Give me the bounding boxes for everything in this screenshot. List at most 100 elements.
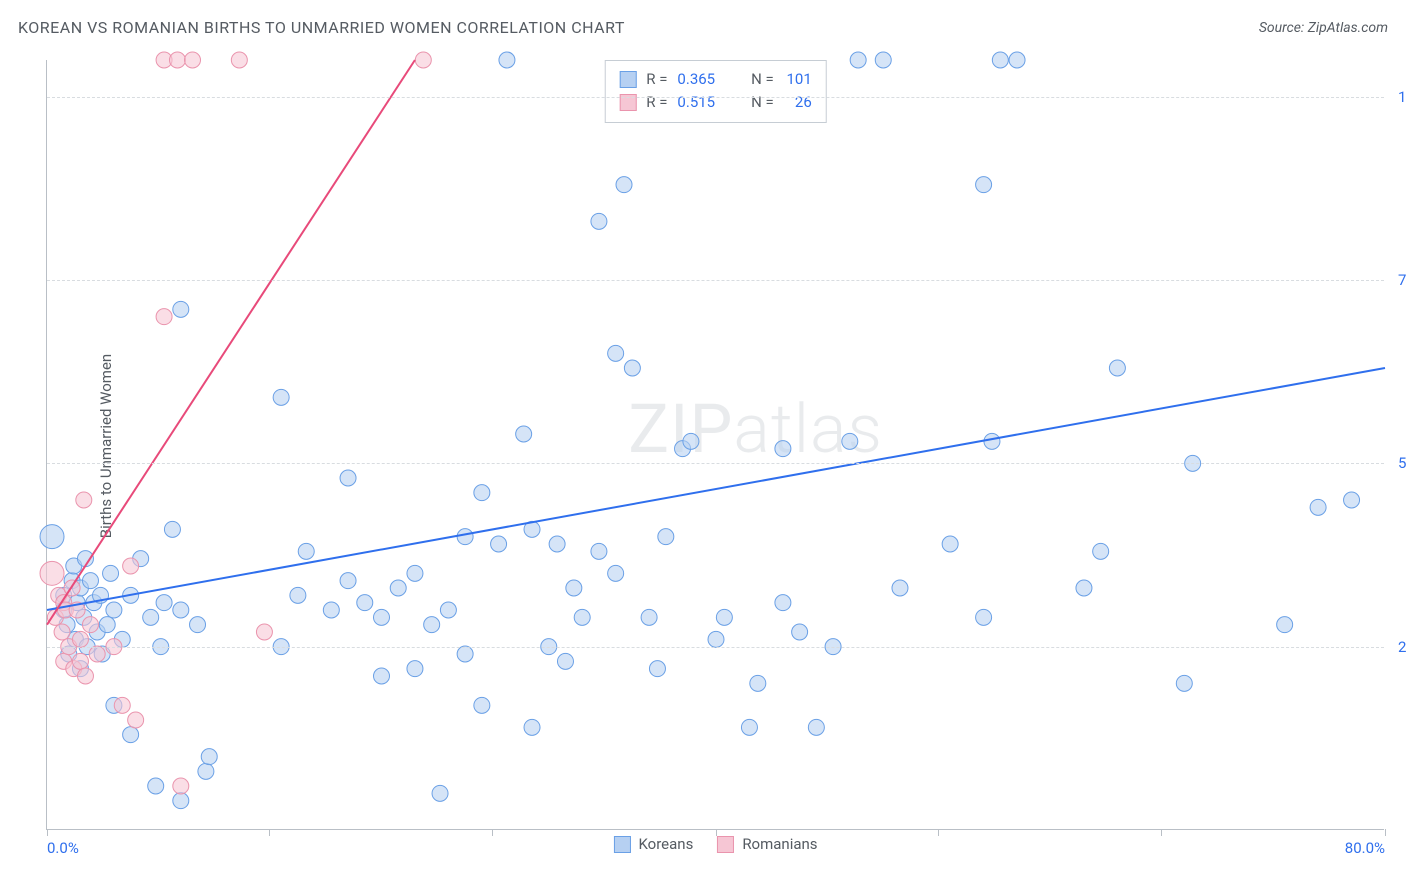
- scatter-point: [942, 536, 958, 552]
- scatter-point: [499, 52, 515, 68]
- scatter-point: [143, 609, 159, 625]
- scatter-point: [273, 389, 289, 405]
- legend-n-label: N =: [751, 68, 774, 91]
- scatter-point: [474, 697, 490, 713]
- scatter-point: [99, 617, 115, 633]
- legend-swatch: [619, 71, 636, 88]
- scatter-point: [574, 609, 590, 625]
- scatter-point: [72, 653, 88, 669]
- legend-n-label: N =: [751, 91, 774, 114]
- gridline: [47, 647, 1384, 648]
- scatter-point: [850, 52, 866, 68]
- scatter-point: [1109, 360, 1125, 376]
- legend-r-value: 0.515: [677, 91, 715, 114]
- scatter-point: [424, 617, 440, 633]
- scatter-point: [750, 675, 766, 691]
- legend-r-label: R =: [646, 91, 667, 114]
- scatter-point: [76, 492, 92, 508]
- series-legend-item: Koreans: [613, 835, 693, 853]
- legend-r-value: 0.365: [677, 68, 715, 91]
- scatter-point: [173, 793, 189, 809]
- gridline: [47, 280, 1384, 281]
- scatter-point: [457, 646, 473, 662]
- scatter-point: [474, 485, 490, 501]
- scatter-point: [1093, 543, 1109, 559]
- y-tick-label: 50.0%: [1390, 454, 1406, 472]
- scatter-point: [323, 602, 339, 618]
- x-tick: [269, 829, 270, 836]
- scatter-point: [173, 301, 189, 317]
- scatter-point: [164, 521, 180, 537]
- scatter-point: [557, 653, 573, 669]
- scatter-point: [156, 595, 172, 611]
- scatter-point: [290, 587, 306, 603]
- scatter-point: [77, 668, 93, 684]
- scatter-point: [649, 661, 665, 677]
- source-attribution: Source: ZipAtlas.com: [1259, 20, 1388, 36]
- scatter-point: [624, 360, 640, 376]
- legend-swatch: [613, 836, 630, 853]
- scatter-point: [808, 719, 824, 735]
- scatter-point: [340, 573, 356, 589]
- scatter-point: [658, 529, 674, 545]
- trend-line: [47, 60, 415, 625]
- series-legend: Koreans Romanians: [613, 835, 817, 853]
- y-tick-label: 75.0%: [1390, 271, 1406, 289]
- scatter-point: [976, 609, 992, 625]
- scatter-point: [123, 727, 139, 743]
- legend-r-label: R =: [646, 68, 667, 91]
- scatter-point: [72, 631, 88, 647]
- scatter-point: [984, 433, 1000, 449]
- scatter-point: [1344, 492, 1360, 508]
- scatter-point: [792, 624, 808, 640]
- plot-area: ZIPatlas R =0.365N =101R =0.515N =26 Kor…: [46, 60, 1384, 830]
- scatter-point: [298, 543, 314, 559]
- y-tick-label: 25.0%: [1390, 638, 1406, 656]
- y-tick-label: 100.0%: [1390, 88, 1406, 106]
- x-tick: [938, 829, 939, 836]
- source-value: ZipAtlas.com: [1308, 20, 1388, 36]
- scatter-point: [708, 631, 724, 647]
- scatter-point: [608, 345, 624, 361]
- legend-row: R = 0.515 N = 26: [619, 91, 812, 114]
- legend-n-value: 26: [784, 91, 812, 114]
- scatter-point: [741, 719, 757, 735]
- series-legend-item: Romanians: [717, 835, 817, 853]
- scatter-point: [340, 470, 356, 486]
- scatter-point: [374, 609, 390, 625]
- scatter-point: [106, 602, 122, 618]
- x-tick: [1385, 829, 1386, 836]
- scatter-point: [407, 565, 423, 581]
- x-tick-label: 0.0%: [47, 839, 79, 857]
- scatter-point: [566, 580, 582, 596]
- scatter-point: [549, 536, 565, 552]
- series-legend-label: Romanians: [742, 835, 817, 853]
- scatter-point: [185, 52, 201, 68]
- scatter-point: [198, 763, 214, 779]
- gridline: [47, 97, 1384, 98]
- scatter-point: [201, 749, 217, 765]
- scatter-point: [842, 433, 858, 449]
- scatter-point: [616, 177, 632, 193]
- scatter-point: [491, 536, 507, 552]
- x-tick-label: 80.0%: [1345, 839, 1385, 857]
- scatter-point: [173, 778, 189, 794]
- scatter-point: [128, 712, 144, 728]
- scatter-point: [892, 580, 908, 596]
- scatter-point: [54, 624, 70, 640]
- scatter-point: [103, 565, 119, 581]
- scatter-point: [357, 595, 373, 611]
- scatter-point: [390, 580, 406, 596]
- scatter-point: [608, 565, 624, 581]
- scatter-point: [89, 646, 105, 662]
- scatter-point: [123, 558, 139, 574]
- page-title: KOREAN VS ROMANIAN BIRTHS TO UNMARRIED W…: [18, 18, 625, 37]
- scatter-point: [415, 52, 431, 68]
- scatter-point: [231, 52, 247, 68]
- legend-swatch: [717, 836, 734, 853]
- scatter-point: [82, 573, 98, 589]
- scatter-point: [591, 213, 607, 229]
- x-tick: [47, 829, 48, 836]
- scatter-point: [524, 719, 540, 735]
- scatter-point: [716, 609, 732, 625]
